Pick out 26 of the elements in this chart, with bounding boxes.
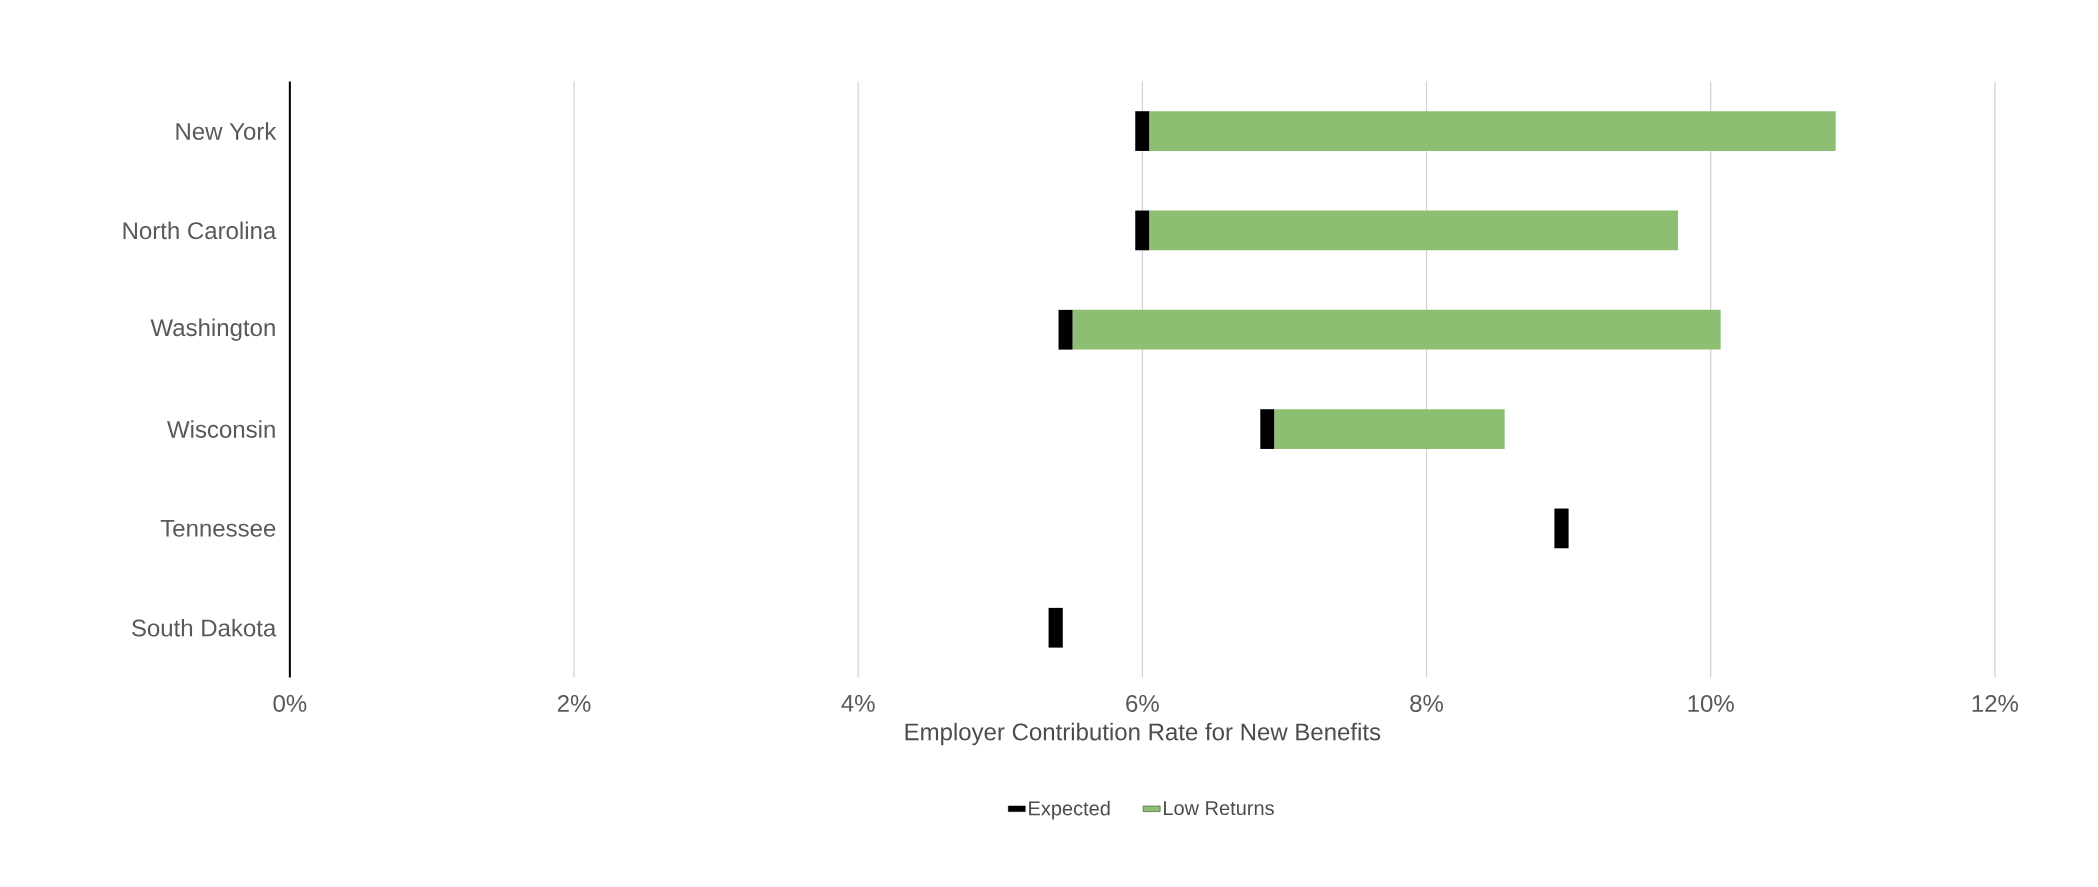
legend-label: Expected (1029, 800, 1110, 820)
bar (1072, 309, 1721, 350)
bar (1135, 210, 1150, 251)
y-tick-label: Washington (150, 318, 275, 341)
x-tick-label: 8% (1410, 694, 1443, 712)
bar (1554, 508, 1569, 549)
bar (1274, 409, 1505, 449)
bar (1149, 210, 1679, 251)
bar (1260, 409, 1275, 449)
x-tick-label: 6% (1126, 694, 1159, 712)
x-tick-label: 0% (273, 694, 307, 712)
x-axis-title: Employer Contribution Rate for New Benefits (905, 722, 1381, 746)
x-tick-label: 4% (841, 694, 875, 712)
bar (1135, 111, 1150, 151)
bar (1048, 607, 1063, 648)
x-tick-label: 10% (1688, 694, 1734, 712)
y-tick-label: Wisconsin (167, 420, 275, 438)
bar (1149, 111, 1836, 151)
x-tick-label: 12% (1972, 694, 2019, 712)
y-tick-label: New York (176, 122, 277, 140)
y-tick-label: Tennessee (160, 520, 276, 537)
x-tick-label: 2% (557, 694, 591, 712)
legend-label: Low Returns (1164, 801, 1274, 816)
y-tick-label: South Dakota (131, 618, 277, 637)
bar (1058, 309, 1073, 350)
y-tick-label: North Carolina (123, 221, 277, 240)
